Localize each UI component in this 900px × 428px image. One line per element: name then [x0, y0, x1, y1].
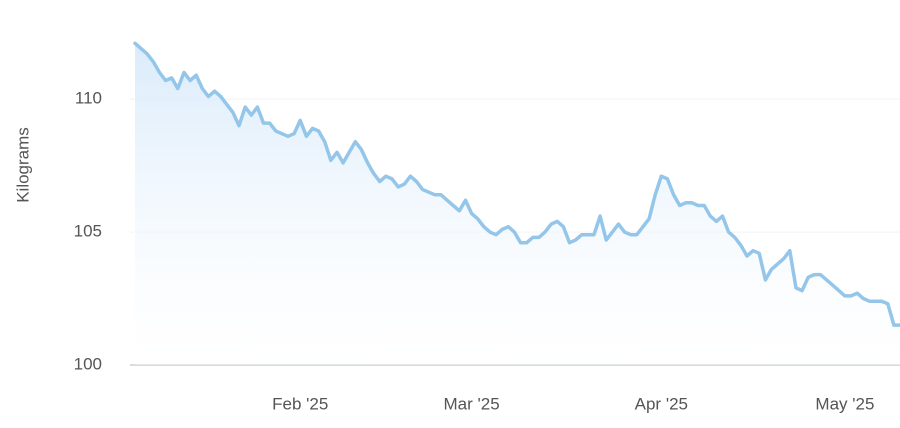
- y-tick-label: 100: [74, 354, 102, 373]
- y-axis-label: Kilograms: [13, 127, 32, 203]
- x-tick-label: Mar '25: [444, 394, 500, 413]
- x-tick-label: Apr '25: [635, 394, 688, 413]
- area: [135, 43, 900, 366]
- y-tick-label: 110: [75, 89, 102, 108]
- x-tick-label: May '25: [815, 394, 874, 413]
- y-tick-label: 105: [74, 222, 102, 241]
- line: [133, 41, 900, 327]
- x-tick-label: Feb '25: [272, 394, 328, 413]
